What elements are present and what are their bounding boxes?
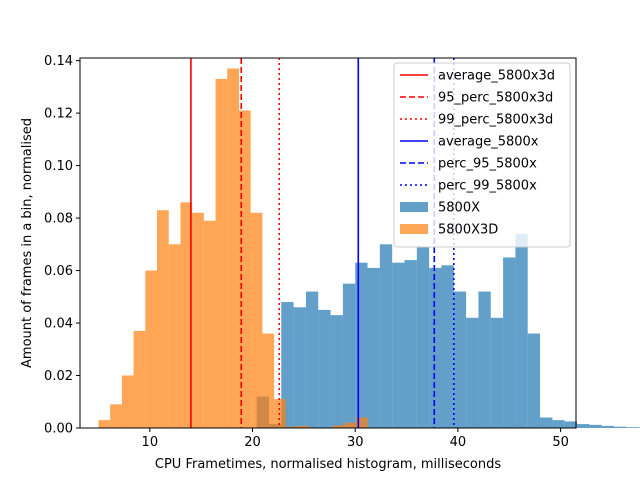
- bar-5800x: [466, 317, 479, 428]
- legend-label: average_5800x: [438, 135, 539, 150]
- bar-5800x3d: [332, 425, 345, 428]
- bar-5800x: [441, 265, 454, 428]
- bar-5800x3d: [285, 426, 298, 428]
- bar-5800x: [577, 424, 590, 428]
- histogram-bars: [98, 68, 640, 429]
- bar-5800x3d: [157, 210, 169, 428]
- y-tick-label: 0.02: [44, 369, 73, 384]
- bar-5800x: [490, 317, 504, 428]
- legend-label: 5800X: [438, 201, 480, 216]
- legend-box: [393, 62, 571, 248]
- bar-5800x3d: [98, 420, 111, 428]
- bar-5800x3d: [168, 244, 181, 428]
- bar-5800x3d: [180, 202, 193, 428]
- legend-patch-swatch: [400, 224, 428, 234]
- legend-label: perc_99_5800x: [438, 179, 537, 194]
- legend-label: average_5800x3d: [438, 69, 555, 84]
- bar-5800x: [416, 246, 430, 428]
- bar-5800x: [478, 291, 491, 428]
- bar-5800x: [281, 302, 294, 428]
- bar-5800x: [305, 291, 319, 428]
- bar-5800x: [293, 307, 306, 428]
- bar-5800x: [429, 267, 442, 428]
- bar-5800x3d: [238, 110, 251, 428]
- y-tick-label: 0.12: [44, 107, 73, 122]
- bar-5800x3d: [250, 212, 263, 428]
- x-axis-label: CPU Frametimes, normalised histogram, mi…: [155, 457, 501, 472]
- bar-5800x: [503, 257, 516, 428]
- bar-5800x: [614, 426, 627, 428]
- bar-5800x3d: [356, 417, 368, 428]
- x-tick-label: 50: [552, 435, 569, 450]
- y-tick-label: 0.14: [44, 54, 73, 69]
- y-tick-label: 0.10: [44, 159, 73, 174]
- bar-5800x3d: [192, 212, 204, 428]
- bar-5800x3d: [344, 422, 357, 428]
- legend-patch-swatch: [400, 202, 428, 212]
- bar-5800x: [342, 283, 356, 428]
- legend-label: perc_95_5800x: [438, 157, 537, 172]
- y-tick-label: 0.00: [44, 422, 73, 437]
- bar-5800x: [355, 262, 368, 428]
- bar-5800x: [626, 427, 639, 428]
- bar-5800x3d: [133, 330, 146, 428]
- bar-5800x: [527, 333, 541, 428]
- bar-5800x: [318, 309, 331, 428]
- y-axis-label: Amount of frames in a bin, normalised: [20, 118, 35, 368]
- x-tick-label: 20: [244, 435, 261, 450]
- bar-5800x3d: [121, 375, 134, 428]
- bar-5800x: [564, 421, 578, 428]
- y-tick-label: 0.06: [44, 264, 73, 279]
- bar-5800x3d: [262, 333, 275, 428]
- bar-5800x: [367, 267, 380, 428]
- bar-5800x3d: [215, 78, 228, 429]
- bar-5800x: [589, 424, 602, 428]
- bar-5800x: [638, 427, 640, 428]
- bar-5800x: [540, 417, 553, 428]
- bar-5800x3d: [110, 404, 122, 428]
- bar-5800x: [379, 244, 393, 428]
- bar-5800x: [330, 315, 343, 428]
- bar-5800x: [552, 420, 565, 428]
- legend-label: 95_perc_5800x3d: [438, 91, 553, 106]
- bar-5800x3d: [297, 425, 310, 428]
- bar-5800x: [404, 260, 417, 428]
- bar-5800x3d: [227, 68, 239, 428]
- y-tick-label: 0.04: [44, 317, 73, 332]
- bar-5800x: [601, 425, 614, 428]
- bar-5800x: [392, 262, 405, 428]
- legend-label: 5800X3D: [438, 223, 498, 238]
- y-tick-label: 0.08: [44, 212, 73, 227]
- plot-frame: [79, 57, 577, 429]
- y-axis-ticks: 0.00 0.02 0.04 0.06 0.08 0.10 0.12 0.14: [44, 54, 80, 437]
- x-axis-ticks: 10 20 30 40 50: [142, 428, 569, 450]
- bar-5800x3d: [203, 220, 216, 428]
- bar-5800x: [453, 291, 467, 428]
- x-tick-label: 40: [450, 435, 467, 450]
- bar-5800x3d: [145, 270, 158, 428]
- x-tick-label: 30: [347, 435, 364, 450]
- bar-5800x: [515, 233, 528, 428]
- legend-label: 99_perc_5800x3d: [438, 113, 553, 128]
- x-tick-label: 10: [142, 435, 159, 450]
- legend: average_5800x3d 95_perc_5800x3d 99_perc_58…: [393, 62, 571, 248]
